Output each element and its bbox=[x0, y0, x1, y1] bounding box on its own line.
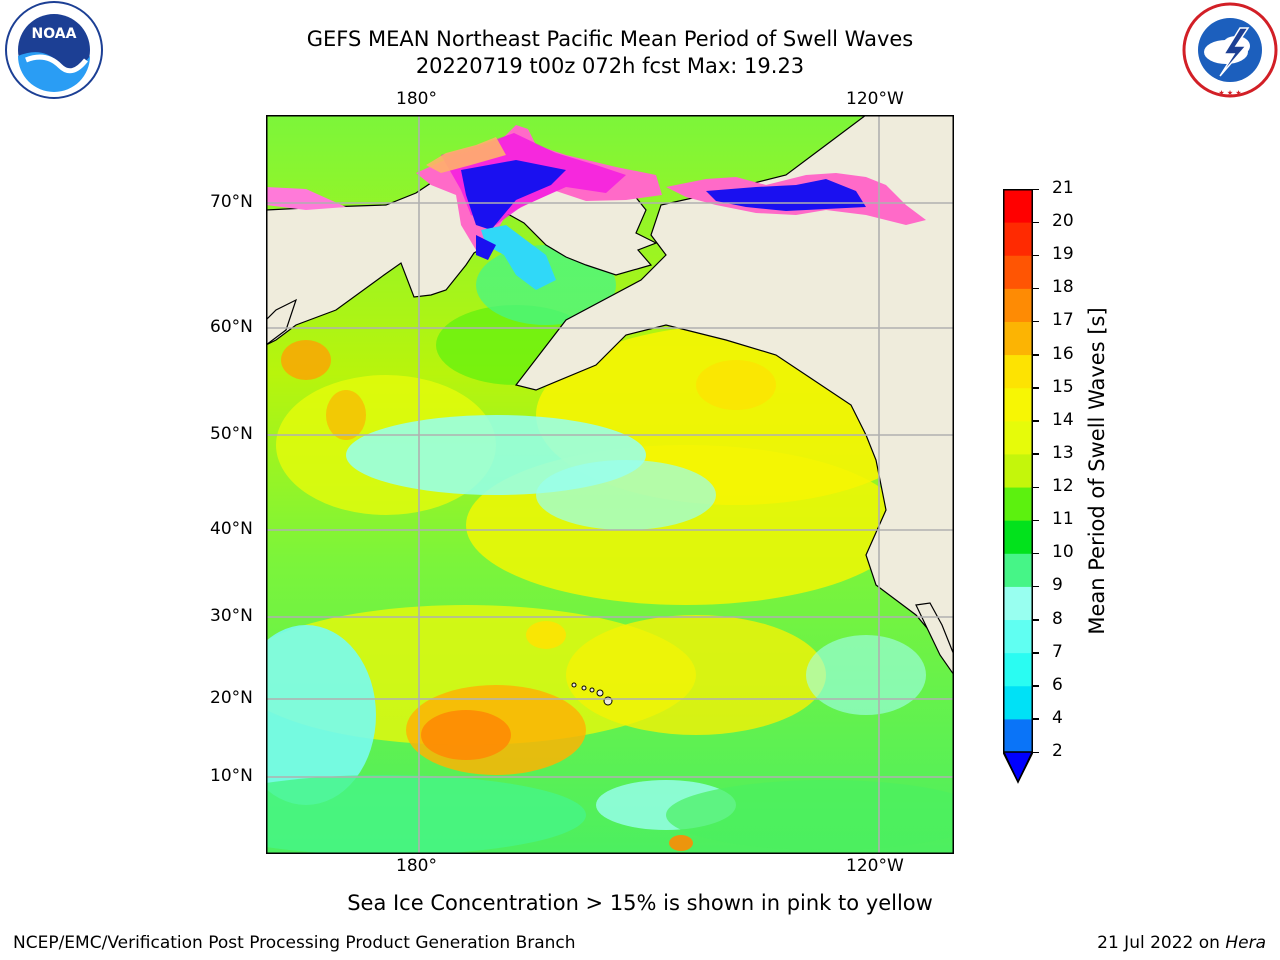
sea-ice bbox=[266, 125, 926, 290]
colorbar-tick-mark bbox=[1033, 652, 1039, 654]
map-frame bbox=[266, 115, 954, 854]
colorbar-tick-label: 15 bbox=[1052, 376, 1074, 397]
colorbar-tick-mark bbox=[1033, 420, 1039, 422]
colorbar-tick-label: 8 bbox=[1052, 608, 1063, 629]
colorbar bbox=[1003, 189, 1033, 784]
colorbar-segment bbox=[1003, 321, 1033, 356]
colorbar-tick-mark bbox=[1033, 585, 1039, 588]
colorbar-tick-mark bbox=[1033, 619, 1039, 621]
colorbar-tick-label: 18 bbox=[1052, 277, 1074, 298]
colorbar-tick-label: 4 bbox=[1052, 707, 1063, 728]
sea-ice-note: Sea Ice Concentration > 15% is shown in … bbox=[347, 891, 933, 915]
lat-label-70n: 70°N bbox=[210, 192, 253, 212]
colorbar-tick-label: 7 bbox=[1052, 641, 1063, 662]
colorbar-segment bbox=[1003, 255, 1033, 289]
colorbar-tick-mark bbox=[1033, 486, 1039, 489]
colorbar-tick-label: 20 bbox=[1052, 211, 1074, 232]
chart-subtitle: 20220719 t00z 072h fcst Max: 19.23 bbox=[415, 54, 805, 78]
lon-label-bottom-180: 180° bbox=[396, 856, 437, 876]
colorbar-segment bbox=[1003, 222, 1033, 256]
colorbar-tick-mark bbox=[1033, 519, 1039, 522]
colorbar-segment bbox=[1003, 520, 1033, 554]
lat-label-60n: 60°N bbox=[210, 317, 253, 337]
colorbar-segment bbox=[1003, 189, 1033, 223]
colorbar-tick-mark bbox=[1033, 287, 1039, 290]
colorbar-tick-mark bbox=[1033, 221, 1039, 224]
colorbar-tick-mark bbox=[1033, 453, 1039, 455]
footer-date: 21 Jul 2022 on Hera bbox=[1097, 933, 1266, 953]
colorbar-tick-mark bbox=[1033, 751, 1039, 753]
colorbar-segment bbox=[1003, 453, 1033, 488]
colorbar-tick-mark bbox=[1033, 354, 1039, 356]
colorbar-tick-label: 10 bbox=[1052, 542, 1074, 563]
noaa-logo-text: NOAA bbox=[32, 26, 77, 42]
colorbar-tick-mark bbox=[1033, 685, 1039, 687]
colorbar-tick-label: 9 bbox=[1052, 575, 1063, 596]
footer-machine: Hera bbox=[1225, 933, 1266, 953]
footer-date-text: 21 Jul 2022 on bbox=[1097, 933, 1226, 953]
noaa-logo: NOAA bbox=[5, 1, 103, 99]
colorbar-tick-mark bbox=[1033, 254, 1039, 257]
lat-label-20n: 20°N bbox=[210, 688, 253, 708]
colorbar-tick-label: 6 bbox=[1052, 674, 1063, 695]
map-plot bbox=[266, 115, 954, 854]
colorbar-tick-label: 14 bbox=[1052, 409, 1074, 430]
colorbar-segment bbox=[1003, 387, 1033, 422]
colorbar-segment bbox=[1003, 354, 1033, 389]
colorbar-frame bbox=[1003, 189, 1033, 784]
colorbar-tick-label: 12 bbox=[1052, 476, 1074, 497]
swell-period-field bbox=[266, 245, 954, 854]
lat-label-40n: 40°N bbox=[210, 519, 253, 539]
colorbar-tick-label: 11 bbox=[1052, 509, 1074, 530]
footer-credit: NCEP/EMC/Verification Post Processing Pr… bbox=[13, 933, 576, 953]
colorbar-tick-label: 21 bbox=[1052, 178, 1074, 198]
lon-label-top-180: 180° bbox=[396, 89, 437, 109]
colorbar-tick-label: 16 bbox=[1052, 343, 1074, 364]
map-gridlines bbox=[266, 115, 954, 854]
colorbar-tick-mark bbox=[1033, 188, 1039, 190]
colorbar-tick-label: 2 bbox=[1052, 741, 1063, 761]
colorbar-tick-label: 13 bbox=[1052, 442, 1074, 463]
colorbar-tick-mark bbox=[1033, 320, 1039, 323]
colorbar-tick-mark bbox=[1033, 718, 1039, 720]
lat-label-30n: 30°N bbox=[210, 606, 253, 626]
colorbar-segment bbox=[1003, 553, 1033, 587]
chart-title: GEFS MEAN Northeast Pacific Mean Period … bbox=[306, 27, 914, 51]
colorbar-tick-mark bbox=[1033, 552, 1039, 555]
lat-label-10n: 10°N bbox=[210, 766, 253, 786]
colorbar-tick-mark bbox=[1033, 387, 1039, 389]
nws-logo: ★ ★ ★ bbox=[1182, 2, 1278, 98]
lat-label-50n: 50°N bbox=[210, 424, 253, 444]
colorbar-segment bbox=[1003, 487, 1033, 521]
colorbar-segment bbox=[1003, 685, 1033, 720]
colorbar-extend-arrow bbox=[1003, 751, 1033, 784]
lon-label-top-120w: 120°W bbox=[846, 89, 904, 109]
colorbar-tick-label: 19 bbox=[1052, 244, 1074, 265]
colorbar-segment bbox=[1003, 288, 1033, 322]
colorbar-segment bbox=[1003, 718, 1033, 753]
colorbar-segment bbox=[1003, 586, 1033, 621]
colorbar-segment bbox=[1003, 619, 1033, 654]
svg-text:★ ★ ★: ★ ★ ★ bbox=[1218, 89, 1241, 97]
colorbar-segment bbox=[1003, 420, 1033, 455]
colorbar-tick-label: 17 bbox=[1052, 310, 1074, 331]
colorbar-segment bbox=[1003, 652, 1033, 687]
colorbar-label: Mean Period of Swell Waves [s] bbox=[1085, 307, 1109, 635]
lon-label-bottom-120w: 120°W bbox=[846, 856, 904, 876]
